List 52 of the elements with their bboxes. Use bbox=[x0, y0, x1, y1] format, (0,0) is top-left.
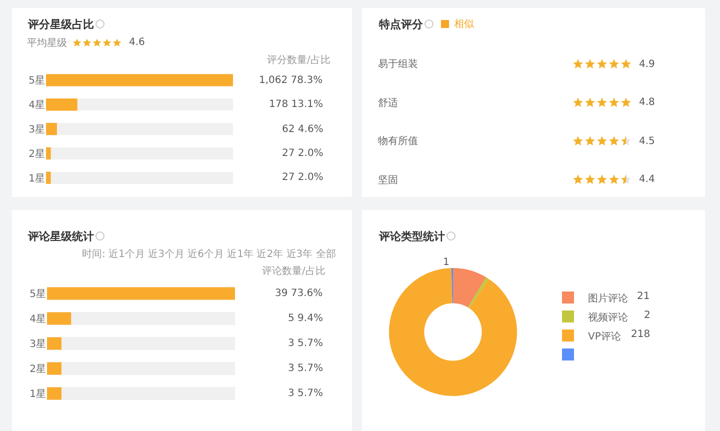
y-tick-label: 1星 bbox=[28, 173, 45, 184]
y-tick-label: 4星 bbox=[30, 314, 46, 325]
category-label: 易于组装 bbox=[378, 58, 418, 70]
donut-slice bbox=[468, 277, 489, 308]
y-tick-label: 1星 bbox=[30, 389, 46, 400]
text: 评论数量/占比 bbox=[262, 265, 326, 277]
donut-slice bbox=[389, 268, 517, 396]
legend-label: 图片评论 bbox=[588, 292, 628, 304]
bar bbox=[46, 122, 57, 136]
y-tick-label: 4星 bbox=[28, 100, 45, 112]
y-tick-label: 5星 bbox=[30, 289, 46, 300]
y-tick-label: 2星 bbox=[30, 364, 46, 375]
data-label: 3 5.7% bbox=[288, 338, 323, 349]
text: 时间: 近1个月 近3个月 近6个月 近1年 近2年 近3年 全部 bbox=[82, 248, 336, 260]
data-label: 218 bbox=[631, 329, 650, 340]
donut-slice bbox=[453, 268, 486, 308]
data-label: 4.9 bbox=[639, 59, 655, 70]
data-label: 21 bbox=[637, 291, 650, 302]
data-label: 3 5.7% bbox=[288, 388, 323, 399]
chart-title: 评论类型统计 bbox=[378, 230, 445, 243]
category-label: 物有所值 bbox=[378, 135, 418, 147]
data-label: 27 2.0% bbox=[282, 172, 324, 183]
category-label: 舒适 bbox=[378, 97, 398, 109]
y-tick-label: 2星 bbox=[28, 148, 45, 160]
text: 特点评分 bbox=[378, 18, 424, 31]
y-tick-label: 5星 bbox=[28, 76, 45, 87]
data-label: 2 bbox=[644, 310, 650, 321]
data-label: 3 5.7% bbox=[288, 363, 323, 374]
legend-label: VP评论 bbox=[588, 330, 621, 342]
chart-title: 评论星级统计 bbox=[27, 230, 94, 243]
data-label: 1 bbox=[443, 257, 450, 268]
data-label: 1,062 78.3% bbox=[259, 75, 323, 86]
text: 4.6 bbox=[129, 37, 145, 48]
data-label: 178 13.1% bbox=[269, 99, 324, 110]
data-label: 4.5 bbox=[639, 136, 655, 147]
category-label: 坚固 bbox=[378, 174, 398, 186]
data-label: 39 73.6% bbox=[275, 288, 323, 299]
data-label: 62 4.6% bbox=[282, 124, 324, 135]
bar bbox=[46, 147, 51, 160]
data-label: 4.4 bbox=[639, 174, 655, 185]
legend-label: 视频评论 bbox=[588, 311, 628, 324]
data-label: 27 2.0% bbox=[282, 148, 324, 159]
bar bbox=[46, 98, 78, 111]
data-label: 4.8 bbox=[639, 97, 655, 108]
chart-title: 评分星级占比 bbox=[27, 18, 94, 31]
data-label: 5 9.4% bbox=[288, 313, 323, 324]
bar bbox=[46, 172, 51, 184]
chart-subtitle: 平均星级 bbox=[27, 37, 67, 49]
text: 相似 bbox=[454, 18, 474, 30]
y-tick-label: 3星 bbox=[30, 339, 46, 350]
y-tick-label: 3星 bbox=[28, 124, 45, 136]
text: 评分数量/占比 bbox=[267, 54, 330, 66]
